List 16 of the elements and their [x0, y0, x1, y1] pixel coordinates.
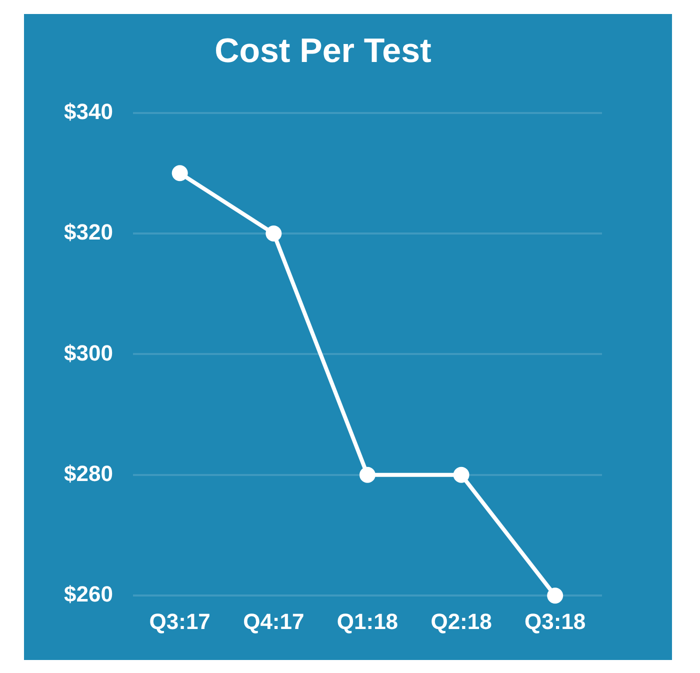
y-tick-label: $300 — [64, 340, 113, 366]
point — [453, 466, 470, 483]
x-tick-label: Q3:18 — [524, 608, 586, 634]
y-tick-label: $260 — [64, 582, 113, 607]
chart-title: Cost Per Test — [214, 32, 432, 70]
y-tick-label: $280 — [64, 460, 113, 486]
x-tick-label: Q4:17 — [243, 608, 304, 634]
y-tick-label: $340 — [64, 98, 113, 124]
point — [547, 588, 564, 604]
y-tick-label: $320 — [64, 220, 113, 245]
x-tick-label: Q3:17 — [149, 608, 210, 634]
point — [359, 466, 376, 483]
point — [172, 165, 188, 182]
x-tick-label: Q1:18 — [336, 608, 398, 634]
point — [266, 226, 282, 242]
x-tick-label: Q2:18 — [430, 608, 492, 634]
